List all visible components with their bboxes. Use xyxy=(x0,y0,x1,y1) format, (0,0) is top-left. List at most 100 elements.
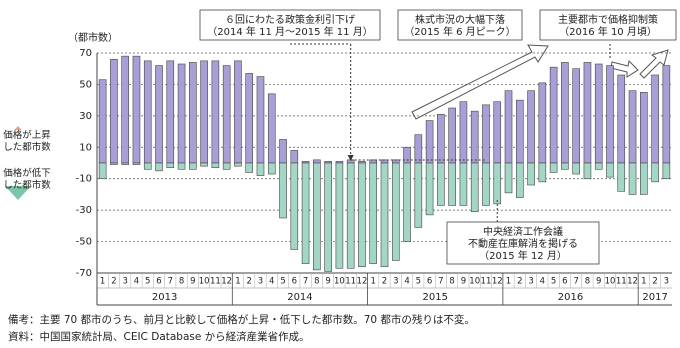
series-label: 価格が低下した都市数 xyxy=(3,168,51,191)
bar xyxy=(110,162,118,165)
bar xyxy=(346,162,355,269)
bar xyxy=(313,159,321,164)
bar xyxy=(617,162,626,192)
annotation-text: （2015 年 12 月） xyxy=(479,249,567,262)
x-tick-label: 12 xyxy=(221,277,232,287)
bar xyxy=(561,62,569,164)
bar xyxy=(549,162,558,173)
bar xyxy=(110,58,118,164)
x-tick-label: 2 xyxy=(652,277,657,287)
bar xyxy=(527,90,535,164)
x-tick-label: 6 xyxy=(562,277,567,287)
x-tick-label: 2 xyxy=(111,277,116,287)
y-tick-label: 50 xyxy=(79,79,92,90)
bar xyxy=(313,162,321,271)
bar xyxy=(98,162,107,180)
bar xyxy=(245,73,254,164)
x-tick-label: 12 xyxy=(627,277,638,287)
x-tick-label: 3 xyxy=(258,277,263,287)
bar xyxy=(470,162,479,213)
down-arrow xyxy=(5,186,31,200)
x-tick-label: 1 xyxy=(100,277,105,287)
year-label: 2017 xyxy=(642,292,667,303)
bar xyxy=(628,162,637,195)
y-tick-label: 70 xyxy=(79,48,92,59)
bar xyxy=(267,93,276,164)
x-tick-label: 8 xyxy=(314,277,319,287)
bar xyxy=(437,162,445,206)
year-label: 2013 xyxy=(152,292,177,303)
bar xyxy=(121,162,129,165)
x-tick-label: 7 xyxy=(573,277,578,287)
bar xyxy=(594,63,603,164)
bar xyxy=(572,162,580,175)
bar xyxy=(189,62,197,164)
x-tick-label: 12 xyxy=(492,277,503,287)
x-tick-label: 12 xyxy=(357,277,368,287)
bar xyxy=(222,65,231,164)
bar xyxy=(662,162,671,180)
annotation-text: 主要都市で価格抑制策 xyxy=(558,13,658,26)
bar xyxy=(403,146,411,164)
trend-arrow xyxy=(411,44,549,120)
x-tick-label: 3 xyxy=(393,277,398,287)
x-tick-label: 3 xyxy=(122,277,127,287)
bar xyxy=(369,162,378,264)
y-tick-label: -50 xyxy=(76,237,92,248)
bar xyxy=(482,104,490,164)
y-tick-label: -70 xyxy=(76,268,92,279)
bar xyxy=(561,162,569,170)
x-tick-label: 11 xyxy=(616,277,627,287)
annotation-text: （2014 年 11 月～2015 年 11 月） xyxy=(207,25,372,38)
bar xyxy=(177,162,186,170)
bar xyxy=(583,162,592,180)
year-label: 2015 xyxy=(423,292,448,303)
x-tick-label: 10 xyxy=(199,277,210,287)
bar xyxy=(358,162,366,268)
bar xyxy=(177,63,186,164)
bar xyxy=(189,162,197,170)
x-tick-label: 2 xyxy=(382,277,387,287)
x-tick-label: 11 xyxy=(481,277,492,287)
bar xyxy=(234,60,242,164)
bar xyxy=(155,65,163,164)
x-tick-label: 8 xyxy=(585,277,590,287)
year-label: 2014 xyxy=(287,292,312,303)
x-tick-label: 7 xyxy=(303,277,308,287)
bar xyxy=(594,162,603,170)
bar xyxy=(143,162,152,170)
bar xyxy=(572,68,580,164)
x-tick-label: 1 xyxy=(506,277,511,287)
x-tick-label: 5 xyxy=(145,277,150,287)
annotation-text: 株式市況の大幅下落 xyxy=(415,13,505,26)
bar xyxy=(617,74,626,164)
annotation-text: 不動産在庫解消を掲げる xyxy=(468,237,578,250)
x-tick-label: 3 xyxy=(528,277,533,287)
bar xyxy=(256,162,265,176)
x-tick-label: 1 xyxy=(371,277,376,287)
bar xyxy=(267,162,276,175)
y-tick-label: 30 xyxy=(79,111,92,122)
x-tick-label: 10 xyxy=(469,277,480,287)
x-tick-label: 8 xyxy=(179,277,184,287)
bar xyxy=(335,162,344,269)
bar xyxy=(414,162,423,228)
bar xyxy=(515,162,524,198)
bar xyxy=(493,162,502,205)
x-tick-label: 9 xyxy=(325,277,330,287)
x-tick-label: 7 xyxy=(168,277,173,287)
bar xyxy=(662,65,671,164)
bar xyxy=(640,91,648,164)
bar xyxy=(606,65,614,164)
bar xyxy=(583,62,592,164)
annotation-text: （2015 年 6 月ピーク） xyxy=(404,25,515,38)
bar xyxy=(425,162,434,216)
x-tick-label: 9 xyxy=(596,277,601,287)
bar xyxy=(380,162,389,268)
x-tick-label: 7 xyxy=(438,277,443,287)
x-tick-label: 11 xyxy=(210,277,221,287)
annotation-text: （2016 年 10 月頃） xyxy=(559,25,657,38)
x-tick-label: 5 xyxy=(551,277,556,287)
bar xyxy=(391,162,400,261)
x-tick-label: 10 xyxy=(334,277,345,287)
